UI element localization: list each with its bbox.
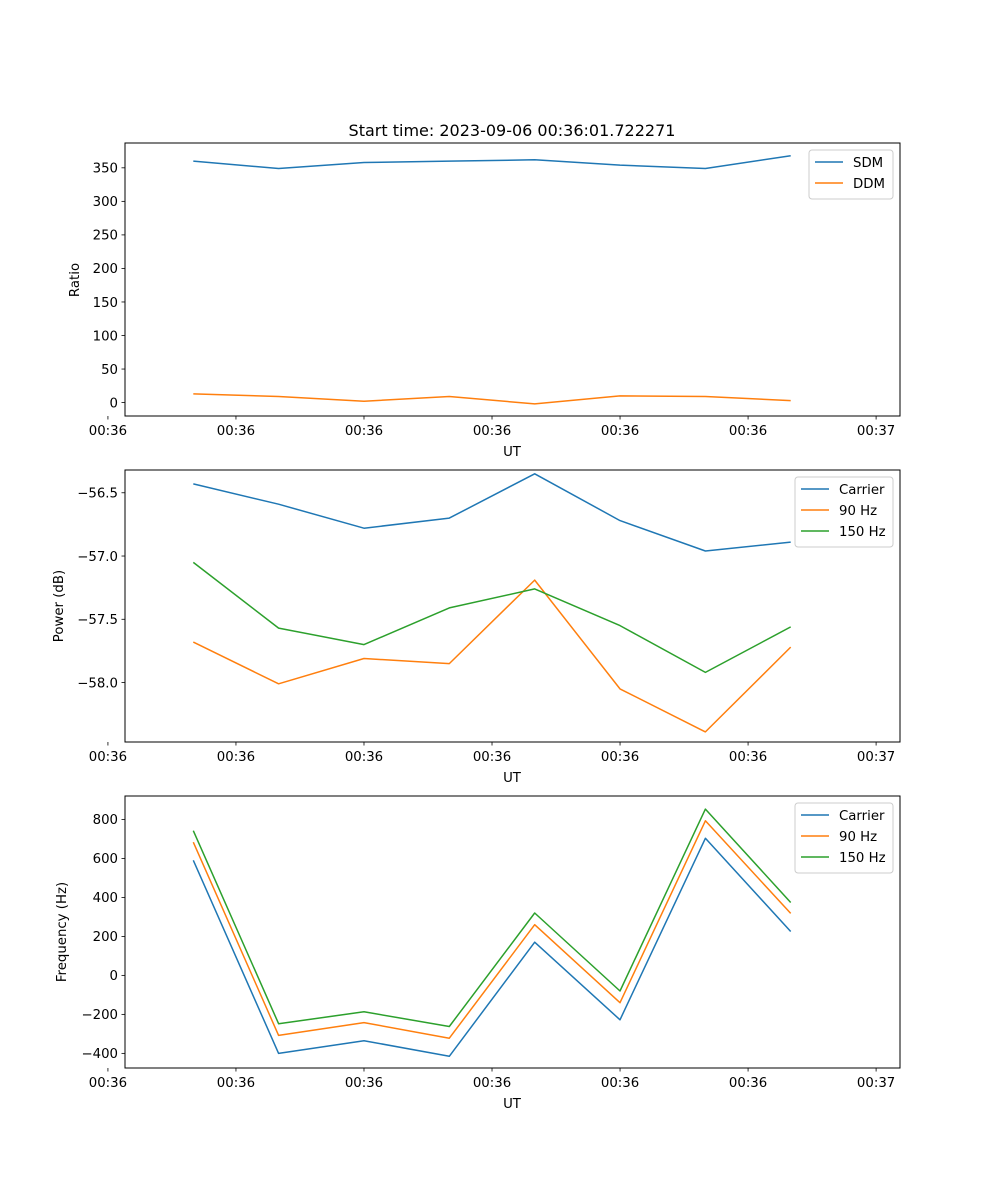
- ratio-y-tick-label: 250: [93, 229, 118, 244]
- frequency-x-tick-label: 00:36: [89, 1076, 127, 1091]
- ratio-y-ticks: 0 50 100 150 200 250 300 350: [93, 162, 125, 411]
- frequency-y-tick-label: 200: [93, 930, 118, 945]
- frequency-y-tick-label: 0: [110, 969, 118, 984]
- ratio-legend-label-ddm: DDM: [853, 177, 885, 192]
- frequency-x-tick-label: 00:37: [857, 1076, 895, 1091]
- ratio-series-line-sdm: [193, 154, 791, 170]
- frequency-legend-label-90-hz: 90 Hz: [839, 830, 877, 845]
- ratio-y-axis-label: Ratio: [68, 263, 83, 297]
- frequency-y-tick-label: −200: [81, 1008, 118, 1023]
- power-y-tick-label: −56.5: [77, 487, 118, 502]
- frequency-y-tick-label: 600: [93, 852, 118, 867]
- power-x-tick-label: 00:36: [89, 750, 127, 765]
- frequency-legend: Carrier 90 Hz 150 Hz: [794, 802, 894, 874]
- frequency-x-tick-label: 00:36: [729, 1076, 767, 1091]
- frequency-legend-label-150-hz: 150 Hz: [839, 851, 886, 866]
- power-x-tick-label: 00:36: [345, 750, 383, 765]
- power-series-line-carrier: [193, 473, 791, 552]
- frequency-x-tick-label: 00:36: [473, 1076, 511, 1091]
- power-x-tick-label: 00:36: [729, 750, 767, 765]
- power-legend-box: [794, 476, 894, 548]
- ratio-axes-frame: [124, 142, 901, 417]
- power-legend-label-150-hz: 150 Hz: [839, 525, 886, 540]
- ratio-y-tick-label: 0: [110, 396, 118, 411]
- frequency-legend-box: [794, 802, 894, 874]
- power-series-line-150-hz: [192, 561, 792, 674]
- ratio-y-tick-label: 300: [93, 195, 118, 210]
- ratio-x-ticks: 00:36 00:36 00:36 00:36 00:36 00:36 00:37: [89, 416, 895, 439]
- frequency-axes-frame: [124, 795, 901, 1069]
- power-y-tick-label: −58.0: [77, 676, 118, 691]
- power-legend-label-90-hz: 90 Hz: [839, 504, 877, 519]
- power-x-tick-label: 00:36: [601, 750, 639, 765]
- power-plot-lines: [192, 473, 792, 733]
- ratio-legend: SDM DDM: [808, 149, 894, 200]
- ratio-x-tick-label: 00:36: [729, 424, 767, 439]
- frequency-series-line-90-hz: [192, 820, 792, 1039]
- ratio-legend-label-sdm: SDM: [853, 156, 883, 171]
- power-y-ticks: −58.0 −57.5 −57.0 −56.5: [77, 487, 125, 691]
- power-x-ticks: 00:36 00:36 00:36 00:36 00:36 00:36 00:37: [89, 742, 895, 765]
- ratio-x-axis-label: UT: [503, 445, 522, 460]
- frequency-panel: 00:36 00:36 00:36 00:36 00:36 00:36 00:37 −400…: [55, 795, 901, 1112]
- power-x-tick-label: 00:37: [857, 750, 895, 765]
- figure-title: Start time: 2023-09-06 00:36:01.722271: [349, 121, 676, 140]
- ratio-y-tick-label: 50: [101, 363, 118, 378]
- frequency-y-tick-label: 800: [93, 813, 118, 828]
- frequency-y-axis-label: Frequency (Hz): [55, 882, 70, 982]
- ratio-panel: 00:36 00:36 00:36 00:36 00:36 00:36 00:37 0 50 1…: [68, 142, 901, 460]
- power-x-tick-label: 00:36: [217, 750, 255, 765]
- frequency-legend-label-carrier: Carrier: [839, 809, 885, 824]
- power-y-axis-label: Power (dB): [52, 570, 67, 642]
- power-legend: Carrier 90 Hz 150 Hz: [794, 476, 894, 548]
- frequency-x-axis-label: UT: [503, 1097, 522, 1112]
- power-legend-label-carrier: Carrier: [839, 483, 885, 498]
- ratio-x-tick-label: 00:36: [217, 424, 255, 439]
- ratio-x-tick-label: 00:37: [857, 424, 895, 439]
- ratio-x-tick-label: 00:36: [345, 424, 383, 439]
- ratio-x-tick-label: 00:36: [89, 424, 127, 439]
- ratio-y-tick-label: 100: [93, 329, 118, 344]
- power-x-axis-label: UT: [503, 771, 522, 786]
- power-x-tick-label: 00:36: [473, 750, 511, 765]
- ratio-x-tick-label: 00:36: [601, 424, 639, 439]
- ratio-y-tick-label: 150: [93, 296, 118, 311]
- power-axes-frame: [124, 469, 901, 743]
- power-series-line-90-hz: [192, 579, 792, 733]
- ratio-x-tick-label: 00:36: [473, 424, 511, 439]
- frequency-plot-lines: [192, 808, 792, 1058]
- frequency-y-tick-label: 400: [93, 891, 118, 906]
- power-panel: 00:36 00:36 00:36 00:36 00:36 00:36 00:37 −58.…: [52, 469, 901, 786]
- frequency-x-tick-label: 00:36: [345, 1076, 383, 1091]
- frequency-x-ticks: 00:36 00:36 00:36 00:36 00:36 00:36 00:37: [89, 1068, 895, 1091]
- frequency-x-tick-label: 00:36: [601, 1076, 639, 1091]
- frequency-y-tick-label: −400: [81, 1047, 118, 1062]
- frequency-series-line-150-hz: [192, 808, 792, 1028]
- ratio-y-tick-label: 200: [93, 262, 118, 277]
- frequency-y-ticks: −400 −200 0 200 400 600 800: [81, 813, 125, 1062]
- ratio-plot-lines: [193, 154, 791, 405]
- ratio-series-line-ddm: [193, 393, 791, 405]
- power-y-tick-label: −57.5: [77, 613, 118, 628]
- frequency-series-line-carrier: [192, 837, 792, 1058]
- frequency-x-tick-label: 00:36: [217, 1076, 255, 1091]
- ratio-y-tick-label: 350: [93, 162, 118, 177]
- power-y-tick-label: −57.0: [77, 550, 118, 565]
